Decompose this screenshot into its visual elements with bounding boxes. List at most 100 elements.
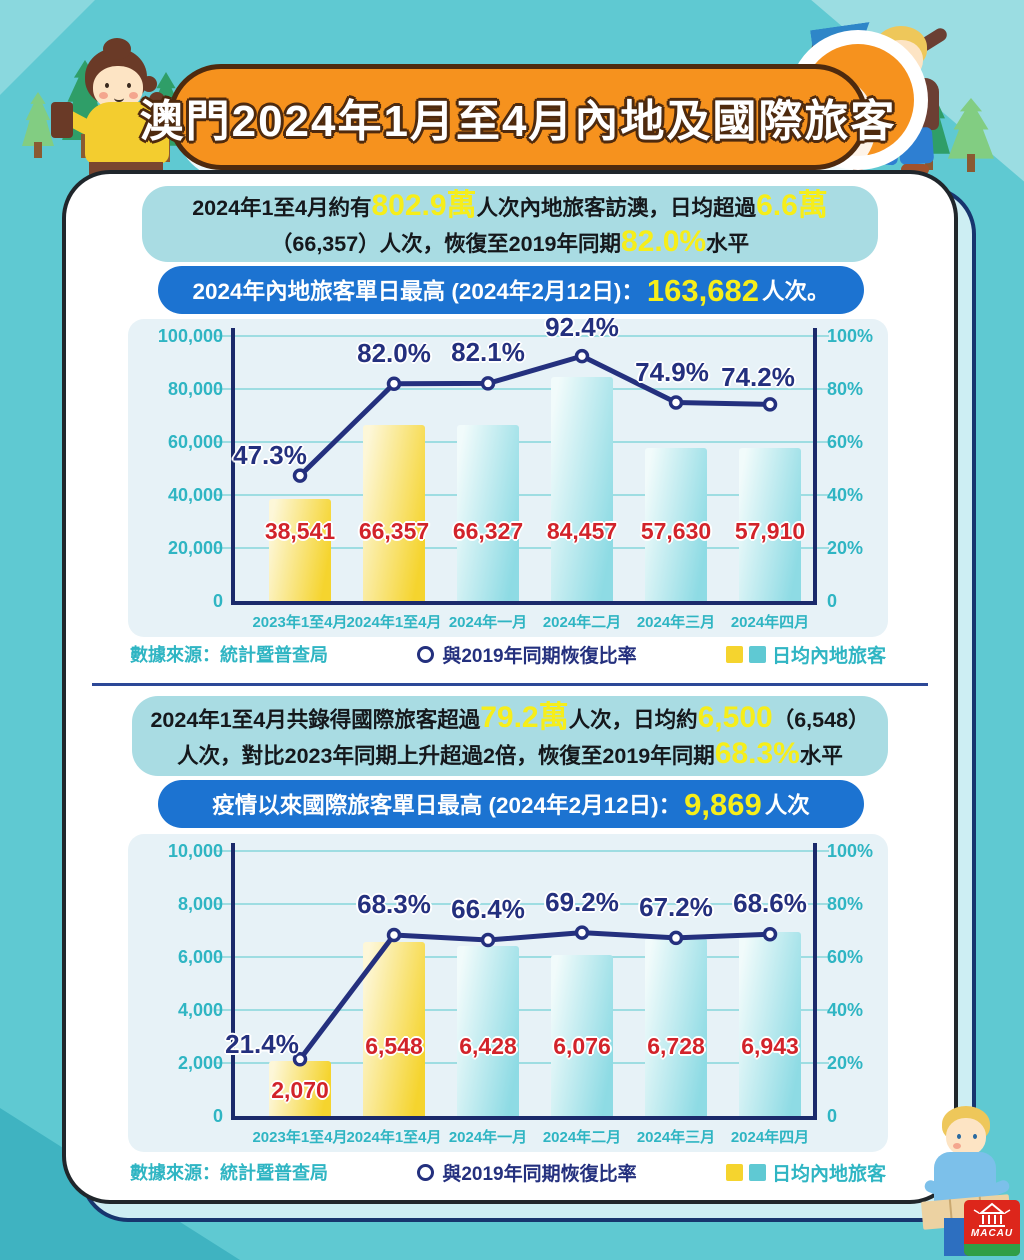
bar-legend: 日均內地旅客 [725, 1159, 886, 1186]
summary-text: 人次，日均約 [568, 707, 698, 732]
gridline [215, 850, 829, 852]
y-axis-tick-left: 0 [212, 1106, 223, 1126]
girl-illustration [45, 38, 195, 176]
girl-eye [127, 83, 131, 88]
y-axis-tick-right: 40% [827, 485, 864, 505]
line-point [762, 397, 778, 412]
x-axis-label: 2024年三月 [636, 614, 716, 631]
summary-highlight: 68.3% [714, 737, 800, 770]
line-legend: 與2019年同期恢復比率 [417, 641, 637, 668]
line-point [762, 926, 778, 942]
logo-green-bar [964, 1244, 1020, 1256]
line-marker-icon [417, 1163, 435, 1181]
section-divider [92, 683, 928, 686]
yellow-swatch-icon [725, 645, 743, 663]
line-point [668, 395, 684, 410]
mainland-visitors-chart: 100,000 100% 80,000 80% 60,000 60% 40,000 40% 20… [128, 312, 888, 637]
mainland-chart-footer: 數據來源：統計暨普查局 與2019年同期恢復比率 日均內地旅客 [128, 640, 888, 668]
percent-label: 66.4% [451, 894, 525, 925]
bar-value-label: 57,630 [640, 518, 712, 544]
teal-swatch-icon [748, 1163, 766, 1181]
x-axis-label: 2024年二月 [542, 614, 622, 631]
bar [363, 425, 425, 601]
record-text: 2024年內地旅客單日最高 (2024年2月12日)： [192, 279, 644, 304]
summary-line: 人次，對比2023年同期上升超過2倍，恢復至2019年同期 68.3% 水平 [177, 736, 843, 772]
percent-label: 69.2% [545, 886, 619, 917]
bar-legend-label: 日均內地旅客 [771, 1163, 886, 1185]
mainland-summary-box: 2024年1至4月約有 802.9萬 人次內地旅客訪澳，日均超過 6.6萬 （66,3… [142, 186, 878, 262]
x-axis-label: 2024年四月 [730, 614, 810, 631]
ruins-facade-icon [973, 1202, 1011, 1227]
bar [457, 425, 519, 601]
gridline [215, 903, 829, 905]
gridline [215, 388, 829, 390]
record-value: 163,682 [646, 272, 759, 308]
percent-label: 82.0% [357, 337, 431, 368]
bar [551, 377, 613, 601]
summary-text: （66,357）人次，恢復至2019年同期 [270, 231, 621, 256]
bar [269, 499, 331, 601]
y-axis-tick-left: 20,000 [167, 538, 223, 558]
summary-text: 人次，對比2023年同期上升超過2倍，恢復至2019年同期 [177, 743, 715, 768]
international-record-banner: 疫情以來國際旅客單日最高 (2024年2月12日)： 9,869 人次 [158, 780, 864, 828]
boy-shoe [901, 164, 929, 175]
bar-value-label: 38,541 [264, 518, 336, 544]
gridline [215, 547, 829, 549]
bar [645, 938, 707, 1116]
data-source-note: 數據來源：統計暨普查局 [130, 1163, 328, 1183]
x-axis-line [231, 1116, 817, 1120]
title-banner: 澳門2024年1月至4月內地及國際旅客 [140, 64, 894, 170]
record-text: 疫情以來國際旅客單日最高 (2024年2月12日)： [212, 793, 682, 818]
y-axis-tick-left: 0 [212, 591, 223, 611]
y-axis-line-right [813, 328, 817, 601]
percent-label: 21.4% [225, 1029, 299, 1060]
y-axis-tick-right: 100% [827, 841, 874, 861]
girl-blush [129, 92, 138, 99]
y-axis-tick-right: 80% [827, 379, 864, 399]
map-reader-illustration [920, 1106, 1022, 1260]
summary-text: 2024年1至4月約有 [192, 195, 372, 220]
bar-legend-label: 日均內地旅客 [771, 645, 886, 667]
bar-value-label: 6,428 [459, 1033, 517, 1059]
line-marker-icon [417, 645, 435, 663]
line-point [668, 930, 684, 946]
tree-icon [22, 92, 54, 158]
line-point [386, 376, 402, 391]
x-axis-label: 2024年二月 [542, 1129, 622, 1146]
x-axis-label: 2024年1至4月 [346, 614, 442, 631]
recovery-rate-line [292, 348, 778, 483]
bar [457, 946, 519, 1116]
bar-legend: 日均內地旅客 [725, 641, 886, 668]
line-legend: 與2019年同期恢復比率 [417, 1159, 637, 1186]
girl-body [85, 102, 169, 164]
percent-label: 67.2% [639, 891, 713, 922]
girl-smile [114, 94, 124, 102]
line-point [386, 927, 402, 943]
percent-label: 68.3% [357, 889, 431, 919]
y-axis-tick-left: 80,000 [167, 379, 223, 399]
record-text: 人次。 [761, 279, 830, 304]
reader-face [946, 1118, 986, 1156]
bar [363, 942, 425, 1116]
percent-label: 74.9% [635, 356, 709, 387]
y-axis-tick-right: 20% [827, 1053, 864, 1073]
y-axis-tick-left: 100,000 [157, 326, 223, 346]
percent-label: 68.6% [733, 888, 807, 919]
line-legend-label: 與2019年同期恢復比率 [442, 645, 637, 667]
mainland-record-banner: 2024年內地旅客單日最高 (2024年2月12日)： 163,682 人次。 [158, 266, 864, 314]
bar-value-label: 6,943 [741, 1033, 799, 1059]
bar-value-label: 57,910 [734, 518, 806, 544]
y-axis-tick-right: 60% [827, 947, 864, 967]
y-axis-tick-right: 20% [827, 538, 864, 558]
summary-highlight: 79.2萬 [480, 701, 569, 734]
line-point [292, 1052, 308, 1067]
summary-highlight: 82.0% [621, 225, 707, 258]
recovery-rate-line [292, 925, 778, 1067]
line-point [574, 925, 590, 940]
bar [739, 448, 801, 601]
bar [551, 955, 613, 1116]
bar [269, 1061, 331, 1116]
bar [739, 932, 801, 1116]
record-value: 9,869 [684, 786, 762, 822]
gridline [215, 441, 829, 443]
